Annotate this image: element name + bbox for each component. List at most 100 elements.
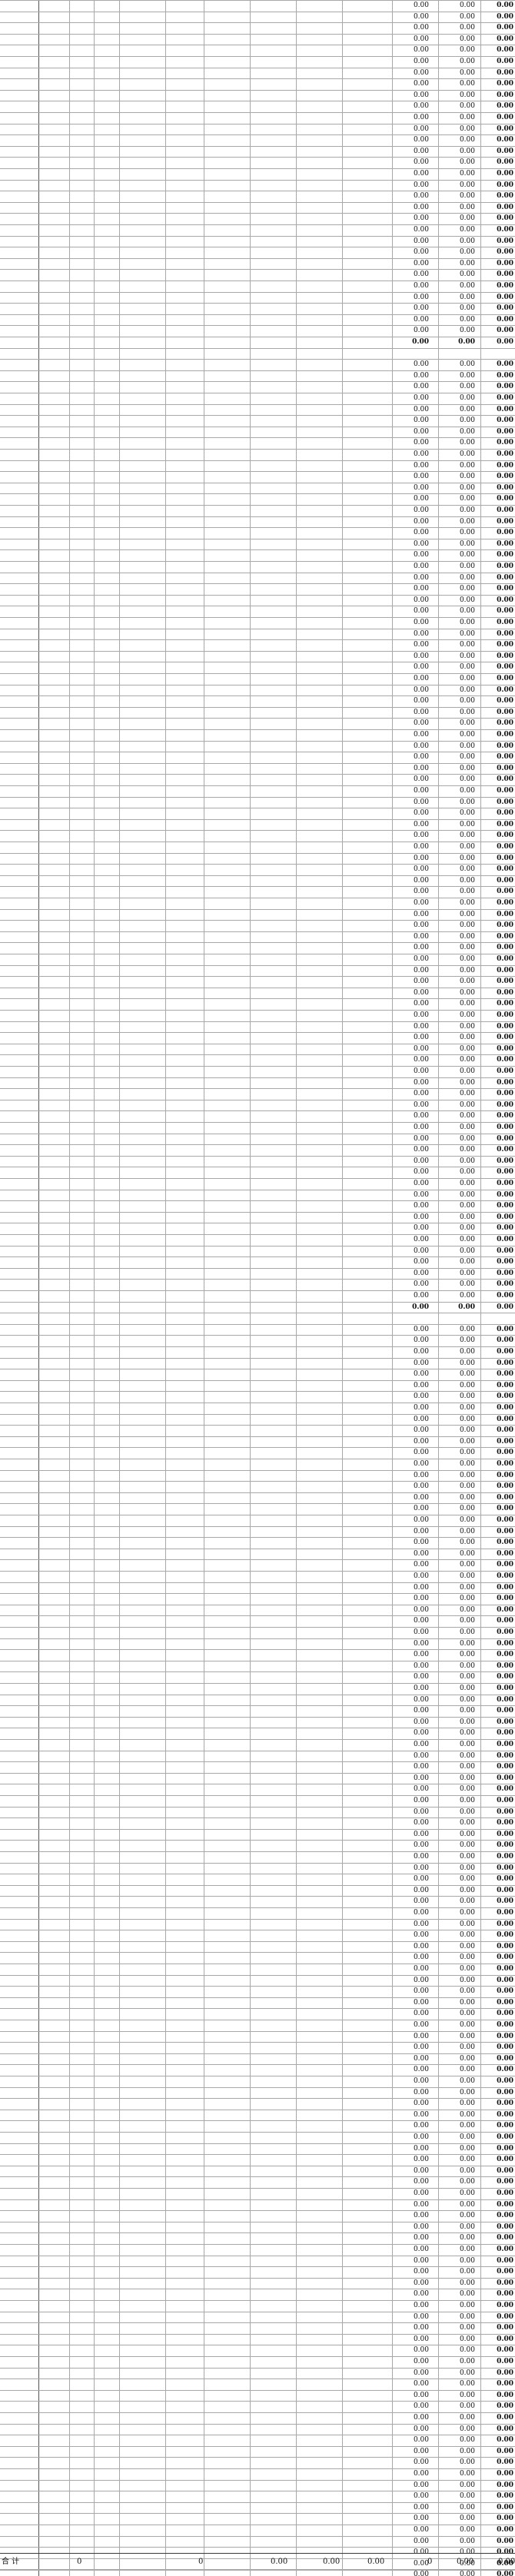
- amount-cell: 0.00: [413, 1326, 429, 1333]
- amount-cell: 0.00: [459, 1135, 475, 1143]
- amount-cell: 0.00: [413, 1887, 429, 1894]
- amount-cell: 0.00: [497, 1011, 513, 1019]
- amount-cell: 0.00: [497, 2313, 513, 2321]
- amount-cell: 0.00: [459, 675, 475, 682]
- amount-cell: 0.00: [413, 1180, 429, 1187]
- amount-cell: 0.00: [497, 641, 513, 649]
- amount-cell: 0.00: [413, 2358, 429, 2365]
- row-rule: [0, 505, 515, 506]
- amount-cell: 0.00: [497, 1370, 513, 1378]
- amount-cell: 0.00: [413, 2201, 429, 2209]
- amount-cell: 0.00: [497, 338, 513, 346]
- amount-cell: 0.00: [459, 787, 475, 795]
- amount-cell: 0.00: [413, 2122, 429, 2130]
- row-rule: [0, 1279, 515, 1280]
- amount-cell: 0.00: [413, 2010, 429, 2017]
- amount-cell: 0.00: [497, 2302, 513, 2309]
- amount-cell: 0.00: [497, 1157, 513, 1165]
- amount-cell: 0.00: [459, 709, 475, 716]
- amount-cell: 0.00: [459, 1336, 475, 1344]
- amount-cell: 0.00: [413, 1808, 429, 1816]
- amount-cell: 0.00: [413, 1685, 429, 1692]
- amount-cell: 0.00: [413, 1640, 429, 1648]
- amount-cell: 0.00: [459, 1774, 475, 1782]
- amount-cell: 0.00: [497, 24, 513, 32]
- amount-cell: 0.00: [497, 630, 513, 638]
- amount-cell: 0.00: [459, 1752, 475, 1760]
- totals-col6: 0: [427, 2558, 433, 2566]
- row-rule: [0, 931, 515, 932]
- amount-cell: 0.00: [459, 1651, 475, 1658]
- amount-cell: 0.00: [497, 1550, 513, 1558]
- amount-cell: 0.00: [459, 2156, 475, 2163]
- amount-cell: 0.00: [459, 1785, 475, 1793]
- row-rule: [0, 1975, 515, 1976]
- row-rule: [0, 1717, 515, 1718]
- row-rule: [0, 965, 515, 966]
- amount-cell: 0.00: [497, 2560, 513, 2568]
- amount-cell: 0.00: [413, 1920, 429, 1928]
- amount-cell: 0.00: [413, 327, 429, 334]
- amount-cell: 0.00: [497, 1146, 513, 1154]
- amount-cell: 0.00: [497, 1303, 513, 1311]
- row-rule: [0, 617, 515, 618]
- amount-cell: 0.00: [497, 1572, 513, 1580]
- row-rule: [0, 1346, 515, 1347]
- amount-cell: 0.00: [497, 944, 513, 951]
- amount-cell: 0.00: [497, 2392, 513, 2399]
- amount-cell: 0.00: [459, 1943, 475, 1950]
- amount-cell: 0.00: [459, 1841, 475, 1849]
- row-rule: [0, 1256, 515, 1257]
- amount-cell: 0.00: [459, 1224, 475, 1232]
- amount-cell: 0.00: [497, 921, 513, 929]
- amount-cell: 0.00: [413, 2055, 429, 2063]
- row-rule: [0, 292, 515, 293]
- amount-cell: 0.00: [413, 2538, 429, 2545]
- row-rule: [0, 886, 515, 887]
- row-rule: [0, 864, 515, 865]
- amount-cell: 0.00: [459, 2033, 475, 2040]
- amount-cell: 0.00: [459, 1977, 475, 1984]
- amount-cell: 0.00: [497, 1729, 513, 1737]
- amount-cell: 0.00: [497, 91, 513, 99]
- amount-cell: 0.00: [459, 282, 475, 290]
- row-rule: [0, 1885, 515, 1886]
- amount-cell: 0.00: [459, 563, 475, 570]
- totals-label: 合 计: [2, 2558, 20, 2566]
- amount-cell: 0.00: [413, 462, 429, 470]
- amount-cell: 0.00: [459, 1168, 475, 1176]
- amount-cell: 0.00: [459, 967, 475, 974]
- amount-cell: 0.00: [497, 596, 513, 604]
- amount-cell: 0.00: [459, 1539, 475, 1546]
- amount-cell: 0.00: [413, 1101, 429, 1109]
- amount-cell: 0.00: [497, 1168, 513, 1176]
- amount-cell: 0.00: [497, 304, 513, 312]
- amount-cell: 0.00: [413, 114, 429, 121]
- amount-cell: 0.00: [459, 753, 475, 761]
- amount-cell: 0.00: [413, 2212, 429, 2219]
- amount-cell: 0.00: [413, 2560, 429, 2568]
- amount-cell: 0.00: [497, 1920, 513, 1928]
- amount-cell: 0.00: [413, 394, 429, 402]
- amount-cell: 0.00: [413, 1763, 429, 1771]
- row-rule: [0, 1414, 515, 1415]
- amount-cell: 0.00: [413, 1550, 429, 1558]
- amount-cell: 0.00: [413, 1931, 429, 1939]
- amount-cell: 0.00: [497, 855, 513, 862]
- row-rule: [0, 673, 515, 674]
- amount-cell: 0.00: [497, 1382, 513, 1389]
- amount-cell: 0.00: [459, 1673, 475, 1681]
- amount-cell: 0.00: [459, 1213, 475, 1221]
- column-rule: [165, 0, 166, 2576]
- amount-cell: 0.00: [459, 2515, 475, 2522]
- row-rule: [0, 1010, 515, 1011]
- amount-cell: 0.00: [459, 2043, 475, 2051]
- amount-cell: 0.00: [413, 360, 429, 368]
- amount-cell: 0.00: [459, 1438, 475, 1446]
- amount-cell: 0.00: [459, 1202, 475, 1210]
- amount-cell: 0.00: [459, 697, 475, 705]
- amount-cell: 0.00: [413, 46, 429, 54]
- amount-cell: 0.00: [497, 2402, 513, 2410]
- amount-cell: 0.00: [413, 58, 429, 65]
- row-rule: [0, 1919, 515, 1920]
